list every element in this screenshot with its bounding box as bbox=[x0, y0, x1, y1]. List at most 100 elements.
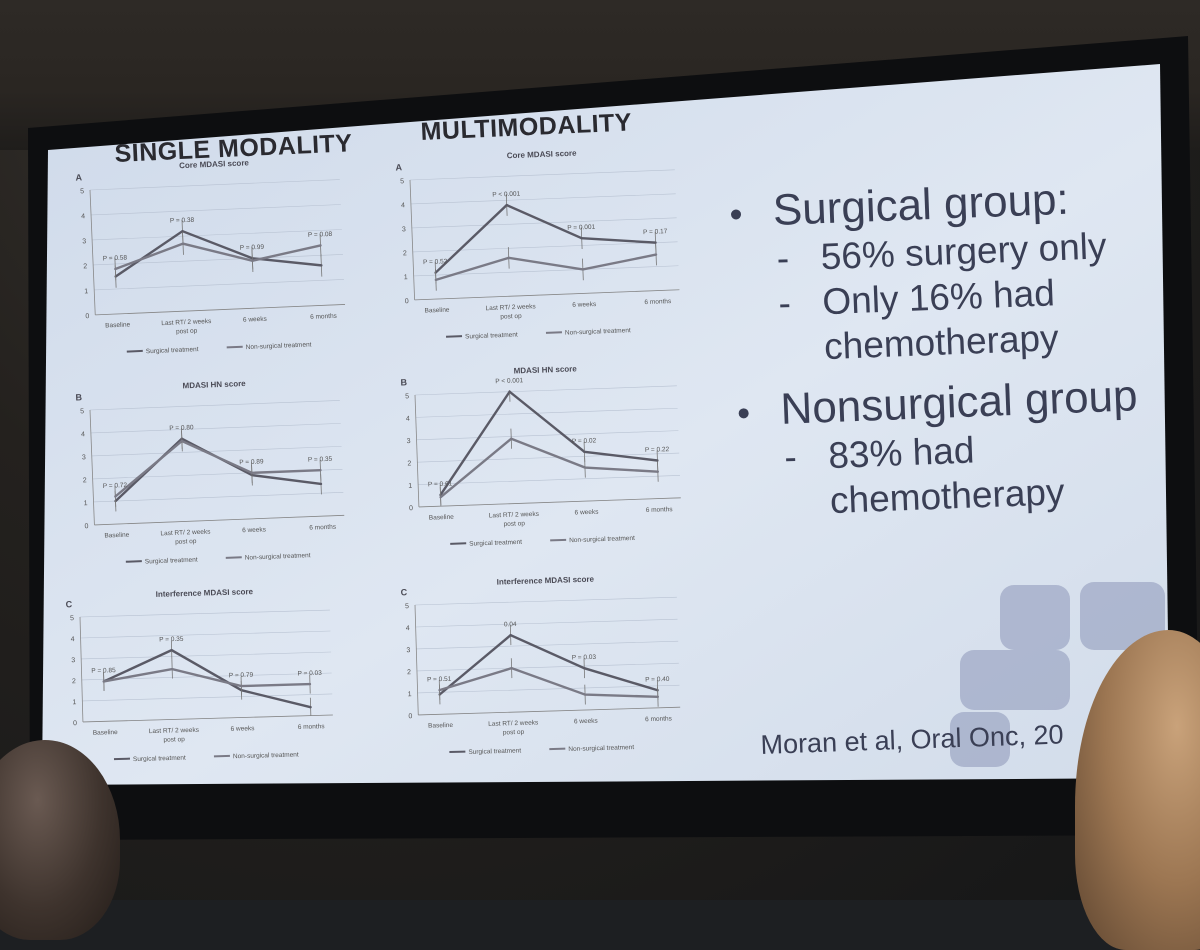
y-tick-label: 0 bbox=[409, 505, 413, 512]
p-value-label: P = 0.85 bbox=[91, 667, 116, 675]
chart-title: MDASI HN score bbox=[182, 379, 246, 390]
legend-label: Surgical treatment bbox=[133, 755, 186, 763]
y-tick-label: 2 bbox=[72, 678, 76, 685]
p-value-label: P = 0.51 bbox=[427, 676, 452, 684]
p-value-label: P = 0.35 bbox=[308, 456, 333, 464]
sub-bullet-text: Only 16% had chemotherapy bbox=[822, 272, 1060, 367]
legend-label: Surgical treatment bbox=[468, 747, 521, 756]
panel-letter: C bbox=[400, 587, 407, 597]
panel-letter: B bbox=[400, 377, 407, 387]
gridline bbox=[91, 205, 341, 215]
y-tick-label: 5 bbox=[70, 615, 74, 622]
y-tick-label: 2 bbox=[407, 460, 411, 467]
x-tick-label: 6 weeks bbox=[574, 718, 599, 726]
legend-label: Non-surgical treatment bbox=[233, 751, 299, 760]
x-axis bbox=[83, 715, 333, 722]
x-tick-label: Last RT/ 2 weeks bbox=[161, 318, 212, 327]
y-tick-label: 0 bbox=[408, 713, 412, 720]
gridline bbox=[82, 694, 332, 701]
legend-swatch bbox=[226, 557, 242, 558]
gridline bbox=[91, 423, 341, 433]
y-tick-label: 3 bbox=[82, 238, 86, 245]
p-value-label: P = 0.40 bbox=[645, 676, 670, 684]
y-tick-label: 4 bbox=[406, 625, 410, 632]
x-tick-label: Baseline bbox=[93, 729, 119, 737]
gridline bbox=[80, 610, 330, 617]
y-tick-label: 2 bbox=[407, 669, 411, 676]
sub-bullet: -Only 16% had chemotherapy bbox=[726, 267, 1149, 373]
x-tick-label: Last RT/ 2 weeks bbox=[485, 303, 536, 312]
p-value-label: P = 0.61 bbox=[428, 481, 453, 489]
p-value-label: P = 0.17 bbox=[643, 228, 668, 236]
x-tick-label: 6 months bbox=[309, 524, 337, 532]
series-line-surgical bbox=[103, 646, 311, 713]
y-axis bbox=[415, 605, 418, 715]
x-tick-label: 6 months bbox=[310, 313, 338, 321]
p-value-label: P = 0.03 bbox=[572, 654, 597, 662]
p-value-label: P = 0.22 bbox=[645, 446, 670, 454]
x-axis bbox=[415, 290, 680, 300]
x-tick-label: 6 weeks bbox=[572, 301, 597, 309]
panel-letter: B bbox=[75, 392, 82, 402]
p-value-label: P = 0.52 bbox=[423, 258, 448, 266]
x-tick-label: 6 months bbox=[646, 506, 674, 514]
gridline bbox=[92, 446, 342, 456]
y-axis bbox=[410, 180, 415, 300]
gridline bbox=[94, 279, 344, 289]
gridline bbox=[410, 170, 675, 180]
legend-swatch bbox=[127, 351, 143, 352]
y-tick-label: 5 bbox=[80, 408, 84, 415]
y-tick-label: 3 bbox=[82, 454, 86, 461]
y-tick-label: 0 bbox=[85, 313, 89, 320]
y-tick-label: 4 bbox=[71, 636, 75, 643]
gridline bbox=[417, 663, 679, 671]
chart-title: MDASI HN score bbox=[514, 364, 578, 375]
sub-bullet: -83% had chemotherapy bbox=[732, 421, 1155, 527]
y-tick-label: 0 bbox=[73, 720, 77, 727]
y-tick-label: 3 bbox=[407, 438, 411, 445]
x-tick-label: 6 weeks bbox=[243, 316, 268, 324]
panel-letter: C bbox=[66, 599, 73, 609]
y-tick-label: 1 bbox=[72, 699, 76, 706]
series-line-surgical bbox=[114, 225, 322, 276]
y-axis bbox=[90, 410, 94, 525]
p-value-label: 0.04 bbox=[504, 621, 517, 628]
p-value-label: P < 0.001 bbox=[492, 191, 521, 199]
x-axis bbox=[94, 515, 344, 525]
x-tick-label: Last RT/ 2 weeks bbox=[149, 727, 200, 735]
x-tick-label: post op bbox=[163, 736, 185, 744]
gridline bbox=[416, 641, 678, 649]
p-value-label: P = 0.72 bbox=[103, 482, 128, 490]
slide: SINGLE MODALITY MULTIMODALITY Core MDASI… bbox=[0, 0, 1200, 900]
x-tick-label: Baseline bbox=[105, 321, 131, 329]
y-tick-label: 1 bbox=[408, 691, 412, 698]
x-tick-label: 6 months bbox=[645, 715, 673, 723]
gridline bbox=[416, 619, 678, 627]
legend-label: Surgical treatment bbox=[465, 331, 518, 340]
y-axis bbox=[80, 617, 83, 722]
y-tick-label: 4 bbox=[401, 202, 405, 209]
series-line-nonsurgical bbox=[114, 238, 321, 269]
y-tick-label: 3 bbox=[71, 657, 75, 664]
y-tick-label: 2 bbox=[403, 250, 407, 257]
legend-swatch bbox=[227, 347, 243, 348]
y-tick-label: 4 bbox=[406, 416, 410, 423]
y-tick-label: 3 bbox=[406, 647, 410, 654]
p-value-label: P = 0.02 bbox=[572, 437, 597, 445]
series-line-surgical bbox=[113, 433, 321, 501]
chart-single-c: Interference MDASI score C 0 1 2 3 4 5 Baseline L… bbox=[65, 585, 334, 765]
legend-label: Non-surgical treatment bbox=[245, 552, 311, 562]
legend-swatch bbox=[546, 332, 562, 333]
x-tick-label: 6 months bbox=[298, 723, 326, 731]
x-tick-label: 6 weeks bbox=[574, 509, 599, 517]
chart-title: Interference MDASI score bbox=[156, 587, 254, 599]
x-tick-label: post op bbox=[500, 313, 522, 321]
chart-title: Interference MDASI score bbox=[497, 575, 595, 587]
legend-label: Surgical treatment bbox=[469, 539, 522, 548]
x-tick-label: post op bbox=[175, 538, 197, 546]
legend-label: Non-surgical treatment bbox=[565, 327, 631, 337]
chart-title: Core MDASI score bbox=[179, 158, 250, 170]
